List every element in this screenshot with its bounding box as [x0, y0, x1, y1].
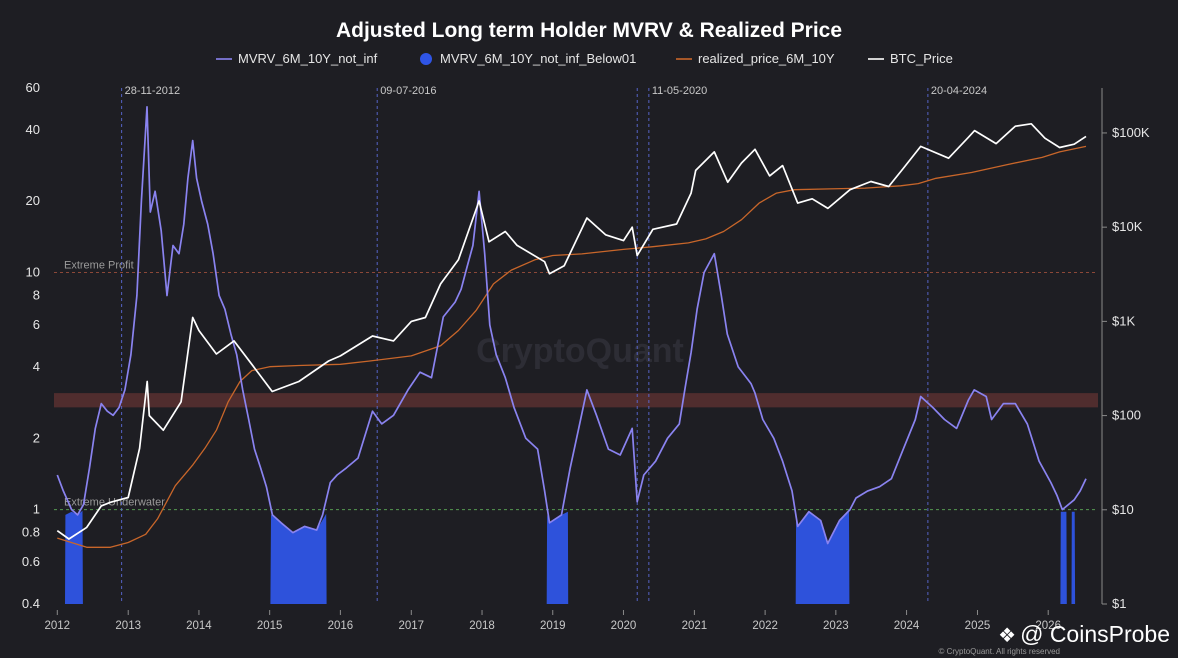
right-tick-3: $1K [1112, 313, 1135, 328]
left-tick-8: 10 [26, 265, 40, 280]
x-tick-5: 2017 [399, 620, 425, 632]
left-tick-0: 0.4 [22, 596, 40, 611]
x-tick-11: 2023 [823, 620, 849, 632]
cryptoquant-copyright: © CryptoQuant. All rights reserved [938, 647, 1061, 656]
series-mvrv-line [56, 105, 1087, 545]
zone-layer: Extreme Profit Extreme Underwater [54, 260, 1098, 511]
resistance-band [54, 393, 1098, 408]
marker-label-1: 09-07-2016 [380, 85, 436, 97]
series-btc-price-line [56, 122, 1087, 540]
coinsprobe-logo-icon: ❖ [998, 625, 1017, 647]
left-tick-1: 0.6 [22, 554, 40, 569]
legend-entry-1: MVRV_6M_10Y_not_inf_Below01 [440, 51, 636, 66]
legend-entry-0: MVRV_6M_10Y_not_inf [238, 51, 378, 66]
band-layer [54, 393, 1098, 408]
legend: MVRV_6M_10Y_not_inf MVRV_6M_10Y_not_inf_B… [216, 51, 953, 66]
watermark: CryptoQuant [476, 332, 684, 370]
x-tick-3: 2015 [257, 620, 283, 632]
x-tick-7: 2019 [540, 620, 566, 632]
left-tick-6: 6 [33, 317, 40, 332]
x-tick-12: 2024 [894, 620, 920, 632]
x-tick-13: 2025 [965, 620, 991, 632]
x-tick-0: 2012 [44, 620, 70, 632]
left-tick-2: 0.8 [22, 525, 40, 540]
coinsprobe-credit: ❖ @ CoinsProbe [998, 621, 1170, 648]
left-tick-7: 8 [33, 287, 40, 302]
legend-marker-1 [420, 53, 432, 65]
left-tick-3: 1 [33, 502, 40, 517]
x-tick-8: 2020 [611, 620, 637, 632]
coinsprobe-label: @ CoinsProbe [1020, 621, 1170, 647]
marker-label-2: 11-05-2020 [652, 85, 707, 97]
marker-label-3: 20-04-2024 [931, 85, 987, 97]
x-tick-6: 2018 [469, 620, 495, 632]
zone-label-0: Extreme Profit [64, 260, 134, 272]
right-tick-2: $100 [1112, 408, 1141, 423]
right-tick-0: $1 [1112, 596, 1126, 611]
legend-entry-3: BTC_Price [890, 51, 953, 66]
chart-title: Adjusted Long term Holder MVRV & Realize… [336, 19, 842, 42]
vertical-markers: 28-11-2012 09-07-2016 11-05-2020 20-04-2024 [121, 85, 987, 604]
x-tick-4: 2016 [328, 620, 354, 632]
right-tick-5: $100K [1112, 125, 1150, 140]
x-tick-14: 2026 [1035, 620, 1061, 632]
x-tick-10: 2022 [752, 620, 778, 632]
series-mvrv-below-1-area [65, 510, 1076, 604]
right-tick-4: $10K [1112, 219, 1143, 234]
left-tick-10: 40 [26, 122, 40, 137]
x-tick-1: 2013 [115, 620, 141, 632]
series-layer [56, 105, 1087, 604]
left-tick-4: 2 [33, 430, 40, 445]
legend-entry-2: realized_price_6M_10Y [698, 51, 835, 66]
left-tick-9: 20 [26, 193, 40, 208]
right-tick-1: $10 [1112, 502, 1134, 517]
x-tick-2: 2014 [186, 620, 212, 632]
left-tick-11: 60 [26, 80, 40, 95]
axes: 0.4 0.6 0.8 1 2 4 6 8 10 20 40 60 $1 $10 $100 $1K $10K $1… [22, 80, 1150, 632]
marker-label-0: 28-11-2012 [125, 85, 180, 97]
zone-label-1: Extreme Underwater [64, 497, 165, 509]
left-tick-5: 4 [33, 359, 40, 374]
x-tick-9: 2021 [682, 620, 708, 632]
